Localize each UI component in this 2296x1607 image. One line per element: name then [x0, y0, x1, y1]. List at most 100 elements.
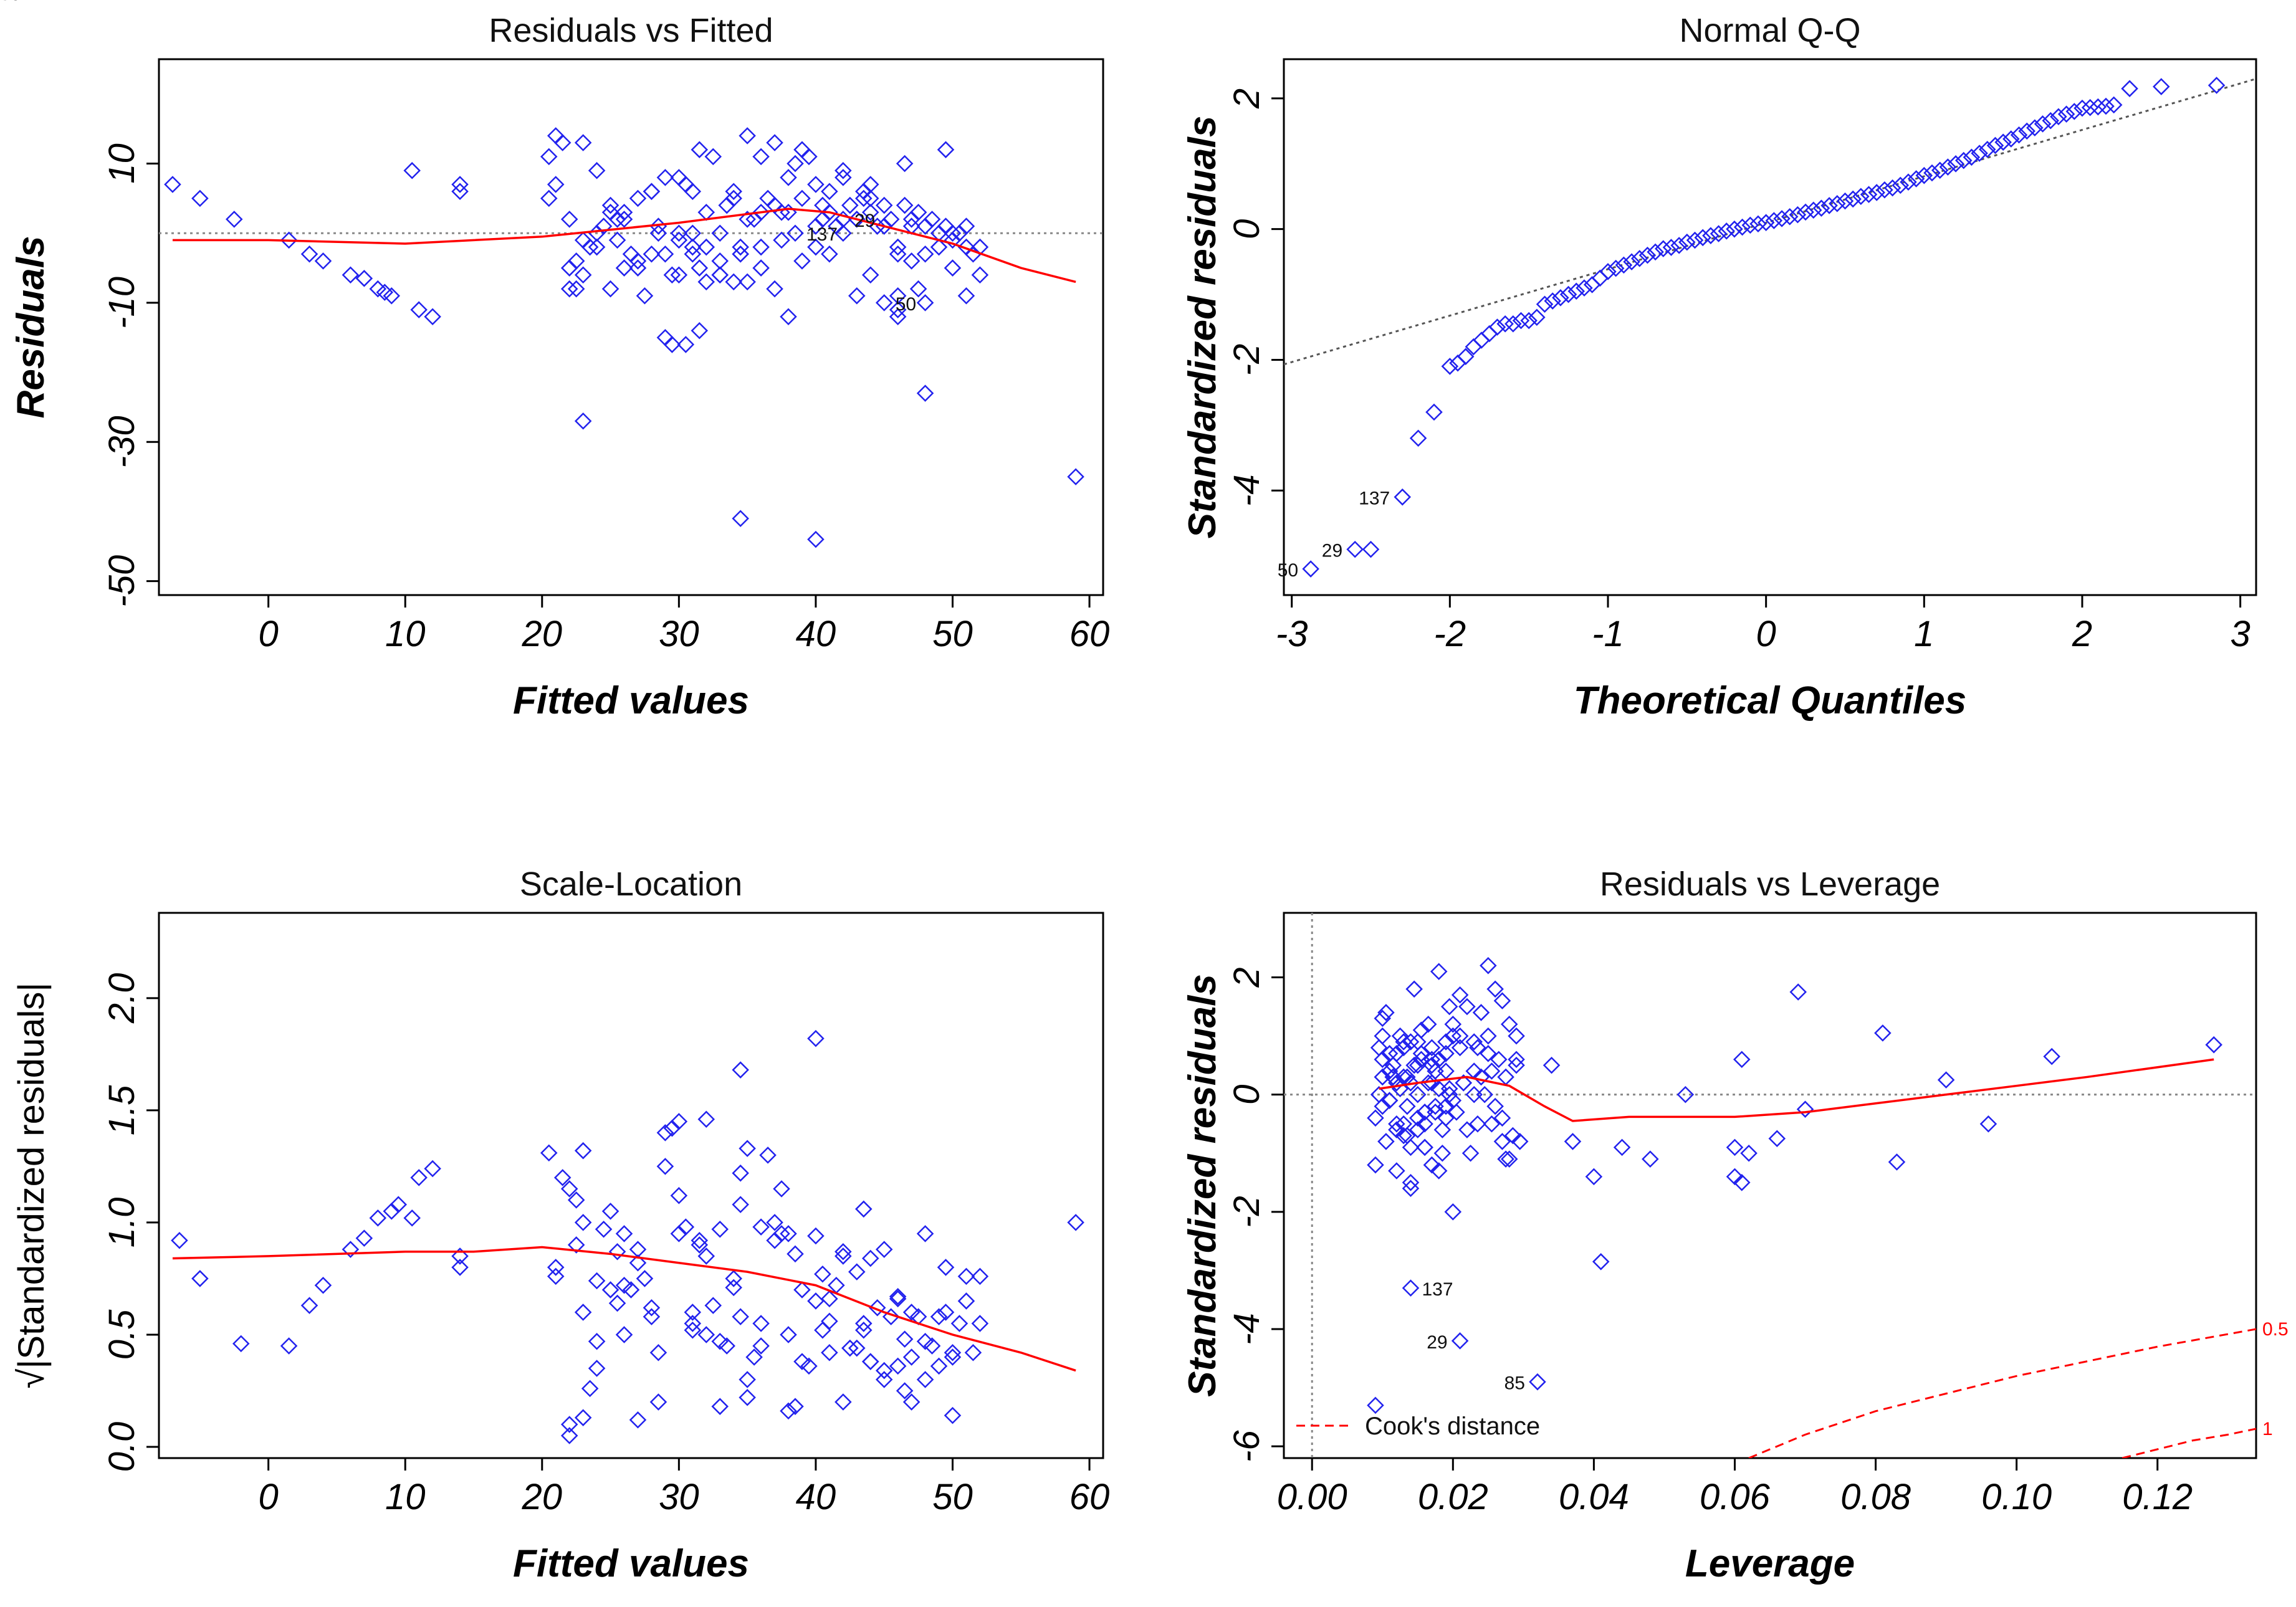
- x-tick-label: 2: [2072, 614, 2092, 654]
- data-point: [656, 1124, 674, 1142]
- data-point: [766, 196, 783, 214]
- data-point: [608, 231, 626, 249]
- data-point: [739, 1371, 756, 1388]
- data-point: [1768, 1130, 1786, 1147]
- data-point: [739, 1140, 756, 1157]
- data-point: [1469, 1115, 1486, 1133]
- data-point: [882, 1308, 900, 1325]
- data-point: [684, 238, 702, 256]
- data-point: [670, 266, 688, 284]
- y-tick-label: 2: [1227, 88, 1267, 109]
- data-point: [1388, 1121, 1405, 1138]
- y-axis-label: Standardized residuals: [1181, 116, 1224, 539]
- data-point: [909, 280, 927, 298]
- data-point: [1947, 155, 1964, 173]
- data-point: [711, 224, 729, 242]
- data-point: [1399, 1097, 1416, 1115]
- data-point: [1430, 1162, 1448, 1180]
- data-point: [1486, 980, 1504, 998]
- data-point: [383, 287, 401, 305]
- data-point: [1444, 1027, 1462, 1045]
- data-point: [1388, 1162, 1405, 1180]
- data-point: [1576, 279, 1593, 297]
- data-point: [902, 1393, 921, 1411]
- data-point: [697, 1110, 715, 1128]
- data-point: [711, 266, 729, 284]
- data-point: [1458, 998, 1476, 1016]
- data-point: [643, 1299, 661, 1317]
- data-point: [191, 1270, 209, 1287]
- data-point: [1544, 292, 1561, 310]
- data-point: [780, 1326, 797, 1343]
- data-point: [800, 148, 818, 166]
- x-tick-label: 1: [1914, 614, 1934, 654]
- data-point: [567, 252, 585, 270]
- data-point: [766, 134, 783, 151]
- panel-title: Residuals vs Fitted: [489, 12, 773, 49]
- data-point: [376, 284, 394, 301]
- data-point: [1374, 1051, 1392, 1068]
- data-point: [691, 322, 709, 340]
- data-point: [1915, 166, 1933, 184]
- point-id-label: 29: [0, 0, 21, 4]
- data-point: [861, 1353, 879, 1370]
- data-point: [1374, 1097, 1392, 1115]
- scale-location-panel: Scale-Location Fitted values √|Standardi…: [0, 0, 1109, 1585]
- data-point: [964, 1343, 982, 1361]
- data-point: [841, 196, 859, 214]
- data-point: [1567, 282, 1586, 300]
- data-point: [793, 1353, 811, 1370]
- data-point: [787, 155, 804, 173]
- data-point: [793, 252, 811, 270]
- data-point: [780, 1225, 797, 1242]
- data-point: [1469, 1039, 1486, 1057]
- data-point: [889, 238, 907, 256]
- data-point: [1437, 1045, 1455, 1062]
- data-point: [1874, 1024, 1892, 1042]
- x-tick-label: 0: [1756, 614, 1776, 654]
- data-point: [793, 141, 811, 158]
- data-point: [896, 1382, 914, 1400]
- y-tick-label: -2: [1227, 1196, 1267, 1228]
- data-point: [1797, 203, 1814, 221]
- point-id-label: 137: [806, 224, 838, 245]
- data-point: [1483, 1115, 1501, 1133]
- data-point: [902, 1304, 921, 1321]
- data-point: [629, 1254, 647, 1272]
- data-point: [684, 245, 702, 263]
- data-point: [1971, 145, 1988, 162]
- data-point: [1395, 1039, 1412, 1057]
- data-point: [2205, 1036, 2222, 1054]
- y-tick-label: -6: [1227, 1430, 1267, 1462]
- data-point: [1876, 181, 1893, 199]
- x-tick-label: -3: [1276, 614, 1308, 654]
- data-point: [574, 1142, 592, 1160]
- data-point: [410, 1169, 428, 1186]
- data-point: [1599, 263, 1617, 280]
- data-point: [670, 1113, 688, 1130]
- data-point: [944, 1343, 962, 1361]
- data-point: [697, 238, 715, 256]
- data-point: [725, 189, 742, 207]
- data-point: [1979, 1115, 1997, 1133]
- data-point: [1642, 1150, 1659, 1168]
- data-point: [684, 224, 702, 242]
- data-point: [848, 1339, 866, 1357]
- data-point: [1585, 1168, 1603, 1186]
- point-id-label: 50: [896, 294, 916, 315]
- data-point: [1749, 215, 1767, 233]
- x-axis-label: Fitted values: [513, 1542, 749, 1585]
- data-point: [697, 1247, 715, 1265]
- data-point: [1473, 331, 1490, 349]
- data-point: [2105, 96, 2123, 114]
- data-point: [608, 1294, 626, 1312]
- data-point: [1490, 1051, 1508, 1068]
- data-point: [171, 1231, 188, 1249]
- data-point: [1726, 220, 1743, 238]
- data-point: [1458, 1121, 1476, 1138]
- data-point: [937, 1259, 955, 1276]
- data-point: [574, 1304, 592, 1321]
- x-tick-label: 60: [1069, 614, 1110, 654]
- data-point: [588, 1272, 606, 1290]
